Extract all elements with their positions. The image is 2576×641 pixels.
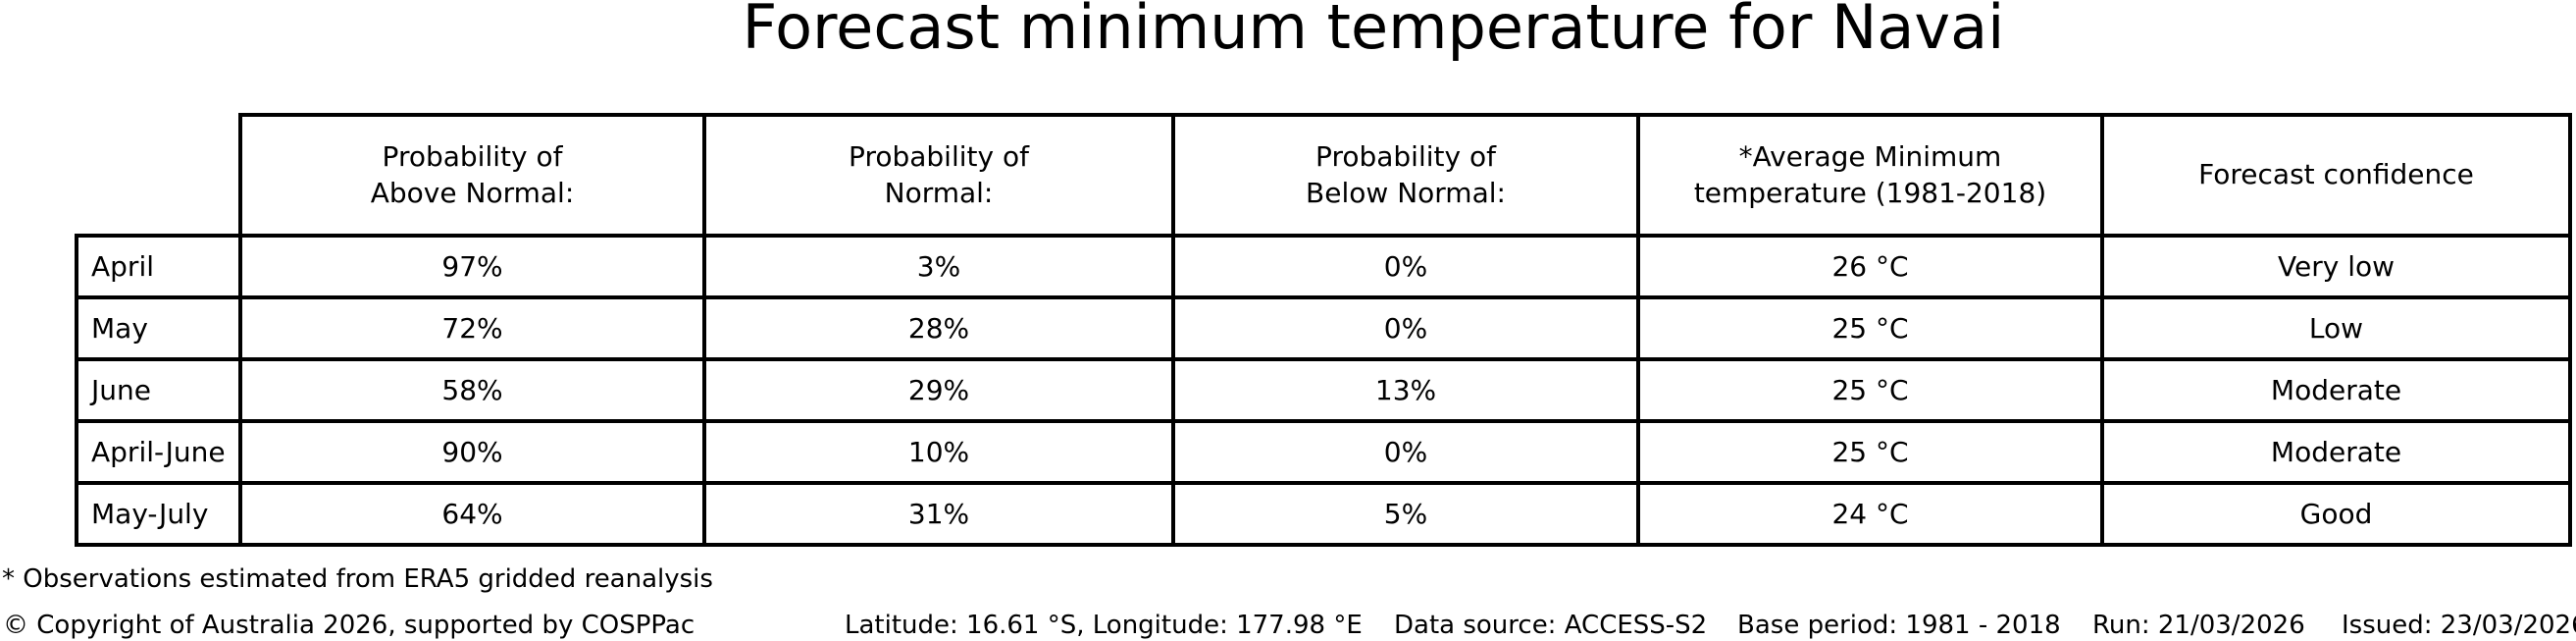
cell-forecast-confidence: Moderate bbox=[2100, 419, 2572, 485]
cell-normal: 3% bbox=[702, 234, 1175, 299]
table-corner-blank bbox=[77, 115, 240, 236]
base-period-text: Base period: 1981 - 2018 bbox=[1737, 611, 2061, 640]
cell-average-minimum: 24 °C bbox=[1636, 481, 2104, 547]
table-row: April 97% 3% 0% 26 °C Very low bbox=[75, 234, 2572, 299]
row-label: May-July bbox=[75, 481, 242, 547]
column-header-forecast-confidence: Forecast confidence bbox=[2100, 113, 2572, 238]
cell-above-normal: 97% bbox=[238, 234, 706, 299]
table-row: May-July 64% 31% 5% 24 °C Good bbox=[75, 481, 2572, 547]
page-title: Forecast minimum temperature for Navai bbox=[742, 0, 2005, 63]
cell-normal: 28% bbox=[702, 295, 1175, 361]
row-label: May bbox=[75, 295, 242, 361]
table-header-row: Probability of Above Normal: Probability… bbox=[77, 113, 2572, 238]
column-header-average-minimum: *Average Minimum temperature (1981-2018) bbox=[1636, 113, 2104, 238]
cell-below-normal: 0% bbox=[1171, 234, 1640, 299]
run-date-text: Run: 21/03/2026 bbox=[2092, 611, 2305, 640]
table-row: June 58% 29% 13% 25 °C Moderate bbox=[75, 357, 2572, 423]
cell-above-normal: 90% bbox=[238, 419, 706, 485]
cell-normal: 29% bbox=[702, 357, 1175, 423]
cell-above-normal: 72% bbox=[238, 295, 706, 361]
column-header-above-normal: Probability of Above Normal: bbox=[238, 113, 706, 238]
row-label: April-June bbox=[75, 419, 242, 485]
cell-normal: 10% bbox=[702, 419, 1175, 485]
cell-average-minimum: 25 °C bbox=[1636, 357, 2104, 423]
cell-above-normal: 64% bbox=[238, 481, 706, 547]
row-label: April bbox=[75, 234, 242, 299]
cell-below-normal: 0% bbox=[1171, 295, 1640, 361]
cell-forecast-confidence: Low bbox=[2100, 295, 2572, 361]
cell-average-minimum: 25 °C bbox=[1636, 295, 2104, 361]
cell-above-normal: 58% bbox=[238, 357, 706, 423]
table-row: April-June 90% 10% 0% 25 °C Moderate bbox=[75, 419, 2572, 485]
column-header-normal: Probability of Normal: bbox=[702, 113, 1175, 238]
cell-normal: 31% bbox=[702, 481, 1175, 547]
issued-date-text: Issued: 23/03/2026 bbox=[2342, 611, 2576, 640]
cell-below-normal: 5% bbox=[1171, 481, 1640, 547]
forecast-table: Probability of Above Normal: Probability… bbox=[75, 113, 2572, 547]
copyright-text: © Copyright of Australia 2026, supported… bbox=[3, 611, 696, 640]
observations-footnote: * Observations estimated from ERA5 gridd… bbox=[2, 564, 713, 594]
cell-average-minimum: 26 °C bbox=[1636, 234, 2104, 299]
cell-forecast-confidence: Very low bbox=[2100, 234, 2572, 299]
cell-below-normal: 13% bbox=[1171, 357, 1640, 423]
data-source-text: Data source: ACCESS-S2 bbox=[1394, 611, 1708, 640]
cell-forecast-confidence: Good bbox=[2100, 481, 2572, 547]
location-coordinates: Latitude: 16.61 °S, Longitude: 177.98 °E bbox=[845, 611, 1363, 640]
table-row: May 72% 28% 0% 25 °C Low bbox=[75, 295, 2572, 361]
cell-average-minimum: 25 °C bbox=[1636, 419, 2104, 485]
cell-forecast-confidence: Moderate bbox=[2100, 357, 2572, 423]
cell-below-normal: 0% bbox=[1171, 419, 1640, 485]
row-label: June bbox=[75, 357, 242, 423]
column-header-below-normal: Probability of Below Normal: bbox=[1171, 113, 1640, 238]
